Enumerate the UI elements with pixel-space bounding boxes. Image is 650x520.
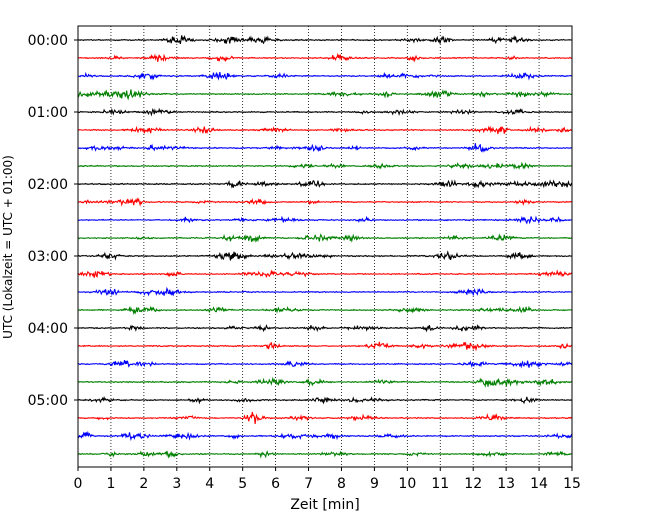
y-tick-label: 04:00 bbox=[28, 321, 68, 337]
trace-line bbox=[77, 376, 573, 388]
y-tick-label: 03:00 bbox=[28, 249, 68, 265]
x-tick-label: 9 bbox=[370, 476, 379, 492]
trace-line bbox=[77, 411, 573, 425]
y-tick-label: 01:00 bbox=[28, 105, 68, 121]
y-axis-ticks: 00:00 01:00 02:00 03:00 04:00 05:00 bbox=[28, 33, 78, 409]
x-tick-label: 6 bbox=[271, 476, 280, 492]
x-tick-label: 12 bbox=[464, 476, 482, 492]
x-axis-ticks: 0 1 2 3 4 5 6 7 8 9 10 11 12 13 14 15 bbox=[74, 467, 581, 492]
trace-line bbox=[77, 215, 573, 225]
plot-frame bbox=[77, 25, 573, 468]
x-tick-label: 8 bbox=[337, 476, 346, 492]
trace-line bbox=[77, 107, 573, 117]
trace-line bbox=[77, 197, 573, 207]
x-axis-label: Zeit [min] bbox=[290, 497, 359, 513]
x-tick-label: 3 bbox=[172, 476, 181, 492]
y-tick-label: 05:00 bbox=[28, 393, 68, 409]
trace-line bbox=[77, 233, 573, 243]
x-tick-label: 1 bbox=[106, 476, 115, 492]
trace-line bbox=[77, 324, 573, 333]
x-tick-label: 4 bbox=[205, 476, 214, 492]
trace-line bbox=[77, 341, 573, 352]
trace-line bbox=[77, 450, 573, 459]
trace-line bbox=[77, 125, 573, 135]
trace-line bbox=[77, 286, 573, 297]
x-tick-label: 5 bbox=[238, 476, 247, 492]
x-tick-label: 15 bbox=[563, 476, 581, 492]
trace-line bbox=[77, 35, 573, 45]
trace-line bbox=[77, 179, 573, 189]
trace-line bbox=[77, 250, 573, 261]
trace-line bbox=[77, 359, 573, 369]
x-tick-label: 7 bbox=[304, 476, 313, 492]
trace-line bbox=[77, 143, 573, 153]
x-tick-label: 10 bbox=[398, 476, 416, 492]
y-axis-label: UTC (Lokalzeit = UTC + 01:00) bbox=[1, 155, 15, 339]
y-tick-label: 02:00 bbox=[28, 177, 68, 193]
x-tick-label: 0 bbox=[74, 476, 83, 492]
x-tick-label: 13 bbox=[497, 476, 515, 492]
trace-line bbox=[77, 430, 573, 442]
y-tick-label: 00:00 bbox=[28, 33, 68, 49]
trace-line bbox=[77, 88, 573, 101]
trace-line bbox=[77, 395, 573, 405]
trace-line bbox=[77, 161, 573, 170]
trace-line bbox=[77, 52, 573, 63]
trace-series bbox=[77, 35, 573, 459]
trace-line bbox=[77, 269, 573, 278]
x-tick-label: 14 bbox=[530, 476, 548, 492]
grid-lines bbox=[110, 26, 540, 467]
x-tick-label: 2 bbox=[139, 476, 148, 492]
trace-line bbox=[77, 71, 573, 81]
trace-line bbox=[77, 305, 573, 316]
x-tick-label: 11 bbox=[431, 476, 449, 492]
